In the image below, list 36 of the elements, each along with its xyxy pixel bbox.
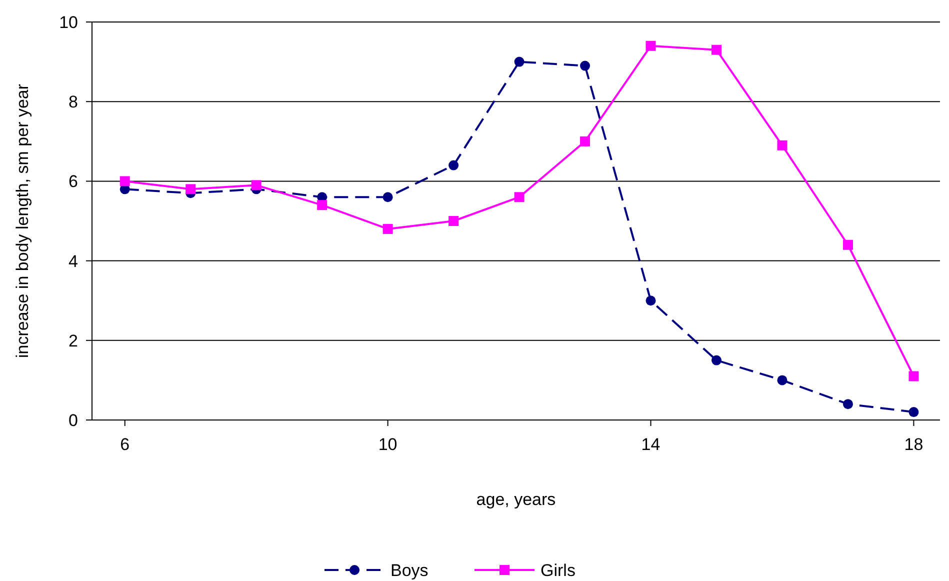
point — [908, 407, 919, 418]
y-tick-label: 8 — [68, 92, 78, 112]
y-tick-label: 4 — [68, 252, 78, 271]
x-tick-label: 6 — [120, 435, 130, 454]
point — [842, 240, 853, 250]
x-axis-title: age, years — [476, 490, 556, 509]
point — [580, 136, 590, 146]
y-tick-label: 10 — [59, 12, 78, 32]
point — [382, 224, 393, 234]
point — [317, 200, 328, 210]
point — [842, 399, 853, 410]
point — [580, 60, 590, 71]
point — [514, 192, 524, 202]
point — [646, 296, 656, 306]
y-tick-label: 2 — [68, 331, 78, 350]
point — [251, 180, 262, 190]
x-tick-label: 18 — [904, 435, 924, 454]
point — [908, 371, 919, 382]
point — [382, 192, 393, 202]
point — [186, 184, 196, 194]
legend-label: Girls — [540, 560, 576, 580]
point — [777, 375, 788, 386]
x-tick-label: 10 — [378, 435, 398, 454]
point — [448, 160, 459, 170]
y-tick-label: 6 — [68, 172, 78, 192]
point — [514, 56, 524, 67]
point — [711, 355, 722, 366]
point — [120, 176, 130, 186]
x-tick-label: 14 — [641, 435, 660, 454]
y-axis-title: increase in body length, sm per year — [13, 84, 32, 358]
point — [646, 40, 656, 51]
point — [448, 216, 459, 226]
y-tick-label: 0 — [68, 410, 78, 430]
point — [777, 140, 788, 150]
legend-label: Boys — [390, 560, 428, 580]
point — [711, 44, 722, 55]
